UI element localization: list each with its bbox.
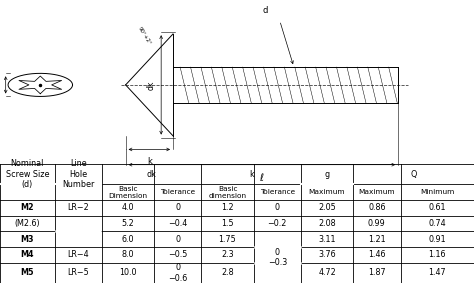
Text: (M2.6): (M2.6) <box>14 219 40 228</box>
Text: LR−4: LR−4 <box>67 250 89 260</box>
Text: g: g <box>325 170 329 179</box>
Text: 0.91: 0.91 <box>428 235 446 244</box>
Text: 2.3: 2.3 <box>221 250 234 260</box>
Text: 5.2: 5.2 <box>122 219 134 228</box>
Text: Basic
dimension: Basic dimension <box>209 186 246 199</box>
Text: dk: dk <box>146 80 155 90</box>
Text: M4: M4 <box>20 250 34 260</box>
Text: 0: 0 <box>175 203 180 212</box>
Text: 0: 0 <box>275 203 280 212</box>
Text: 3.11: 3.11 <box>319 235 336 244</box>
Text: 1.75: 1.75 <box>219 235 237 244</box>
Text: 2.08: 2.08 <box>318 219 336 228</box>
Text: dk: dk <box>147 170 156 179</box>
Text: M5: M5 <box>20 268 34 277</box>
Text: 0: 0 <box>175 235 180 244</box>
Text: 1.21: 1.21 <box>368 235 386 244</box>
Text: 1.47: 1.47 <box>428 268 446 277</box>
Text: −0.5: −0.5 <box>168 250 187 260</box>
Text: Nominal
Screw Size
(d): Nominal Screw Size (d) <box>6 159 49 189</box>
Text: 6.0: 6.0 <box>122 235 134 244</box>
Text: k: k <box>249 170 254 179</box>
Text: 0.61: 0.61 <box>428 203 446 212</box>
Text: 1.46: 1.46 <box>368 250 385 260</box>
Text: $\ell$: $\ell$ <box>259 171 264 183</box>
Text: 4.72: 4.72 <box>318 268 336 277</box>
Text: Tolerance: Tolerance <box>160 189 195 195</box>
Text: 0
−0.3: 0 −0.3 <box>268 248 287 267</box>
Text: 2.05: 2.05 <box>318 203 336 212</box>
Text: Minimum: Minimum <box>420 189 455 195</box>
Text: 3.76: 3.76 <box>318 250 336 260</box>
Text: 8.0: 8.0 <box>122 250 134 260</box>
Text: Q: Q <box>410 170 417 179</box>
Text: 1.5: 1.5 <box>221 219 234 228</box>
Text: 1.16: 1.16 <box>428 250 446 260</box>
Text: 4.0: 4.0 <box>122 203 134 212</box>
Text: 0.99: 0.99 <box>368 219 386 228</box>
Text: 1.87: 1.87 <box>368 268 386 277</box>
Text: 0
−0.6: 0 −0.6 <box>168 263 187 283</box>
Text: Tolerance: Tolerance <box>260 189 295 195</box>
Text: Line
Hole
Number: Line Hole Number <box>62 159 94 189</box>
Text: 0.74: 0.74 <box>428 219 446 228</box>
Text: Maximum: Maximum <box>358 189 395 195</box>
Text: LR−5: LR−5 <box>67 268 89 277</box>
Text: d: d <box>263 6 268 15</box>
Text: Maximum: Maximum <box>309 189 346 195</box>
Text: 2.8: 2.8 <box>221 268 234 277</box>
Text: M3: M3 <box>20 235 34 244</box>
Text: 0.86: 0.86 <box>368 203 385 212</box>
Text: −0.2: −0.2 <box>268 219 287 228</box>
Text: 90°+2°: 90°+2° <box>137 25 152 46</box>
Text: Basic
Dimension: Basic Dimension <box>109 186 147 199</box>
Text: 10.0: 10.0 <box>119 268 137 277</box>
Text: k: k <box>147 157 152 166</box>
Text: LR−2: LR−2 <box>67 203 89 212</box>
Text: 1.2: 1.2 <box>221 203 234 212</box>
Text: −0.4: −0.4 <box>168 219 187 228</box>
Text: M2: M2 <box>20 203 34 212</box>
